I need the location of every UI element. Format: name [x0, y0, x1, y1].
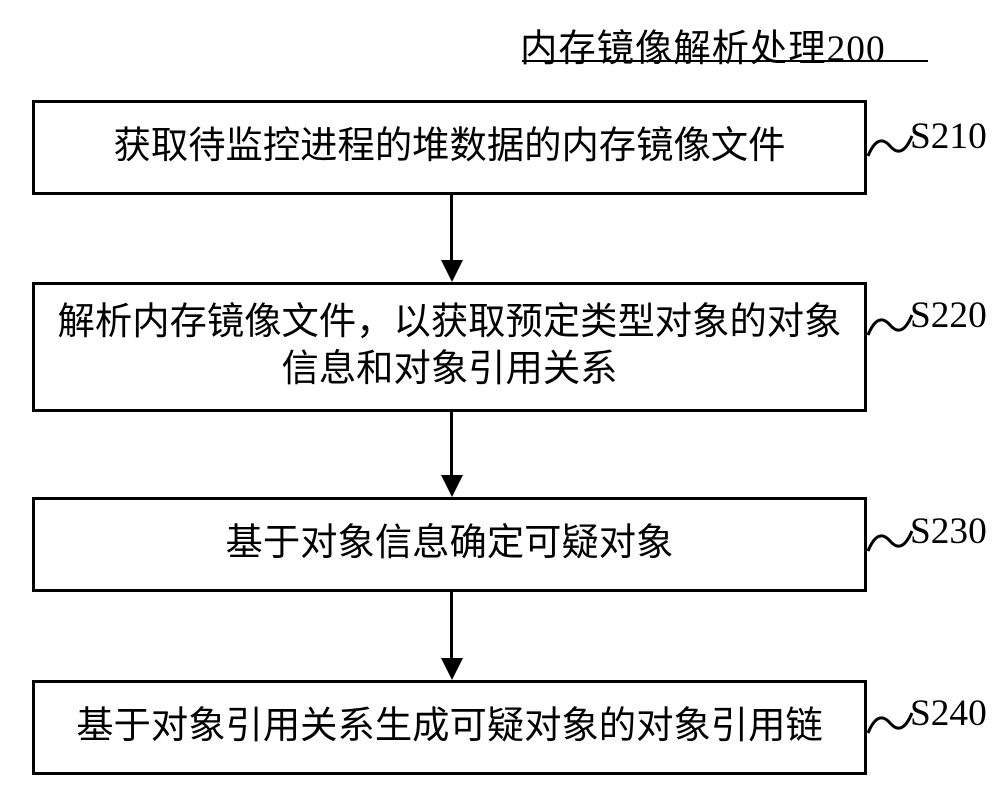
connector-tilde-icon	[866, 126, 914, 166]
flow-arrow	[450, 195, 453, 260]
connector-tilde-icon	[866, 703, 914, 743]
step-text: 基于对象引用关系生成可疑对象的对象引用链	[55, 704, 844, 751]
flow-arrow-head-icon	[441, 658, 463, 680]
step-label-s230: S230	[910, 510, 987, 553]
flowchart-canvas: 内存镜像解析处理200 获取待监控进程的堆数据的内存镜像文件 S210 解析内存…	[0, 0, 1000, 793]
flow-arrow-head-icon	[441, 260, 463, 282]
diagram-title-underline	[522, 60, 928, 62]
flow-arrow	[450, 412, 453, 475]
step-box-s230: 基于对象信息确定可疑对象	[32, 497, 867, 592]
step-label-s240: S240	[910, 692, 987, 735]
step-text: 解析内存镜像文件，以获取预定类型对象的对象信息和对象引用关系	[55, 300, 844, 393]
step-box-s240: 基于对象引用关系生成可疑对象的对象引用链	[32, 680, 867, 775]
step-label-s220: S220	[910, 294, 987, 337]
step-label-s210: S210	[910, 115, 987, 158]
connector-tilde-icon	[866, 521, 914, 561]
step-text: 基于对象信息确定可疑对象	[55, 521, 844, 568]
flow-arrow	[450, 592, 453, 658]
step-box-s220: 解析内存镜像文件，以获取预定类型对象的对象信息和对象引用关系	[32, 282, 867, 412]
flow-arrow-head-icon	[441, 475, 463, 497]
connector-tilde-icon	[866, 305, 914, 345]
diagram-title: 内存镜像解析处理200	[520, 18, 886, 72]
step-box-s210: 获取待监控进程的堆数据的内存镜像文件	[32, 100, 867, 195]
step-text: 获取待监控进程的堆数据的内存镜像文件	[55, 124, 844, 171]
